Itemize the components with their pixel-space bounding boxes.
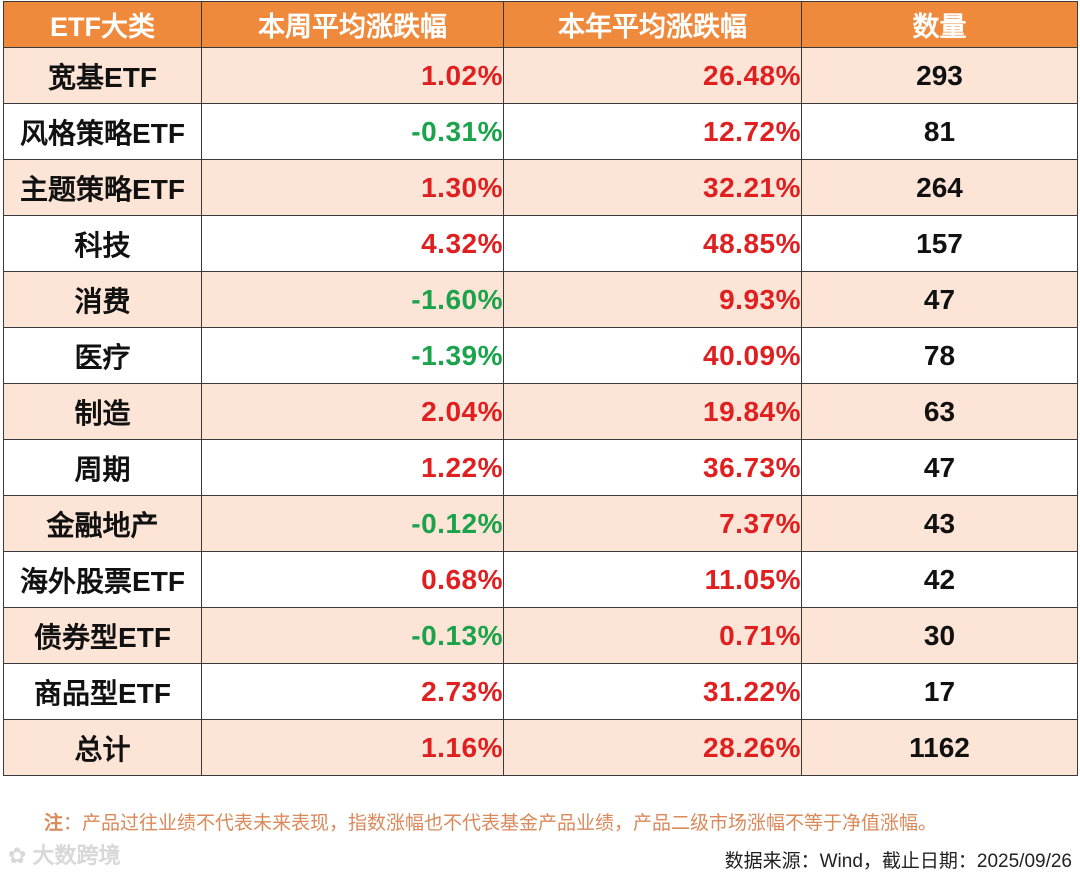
note-label: 注 <box>44 813 64 834</box>
watermark-icon: ✿ <box>8 843 33 868</box>
cell-weekly-change: 1.22% <box>201 439 504 496</box>
watermark-logo: ✿ 大数跨境 <box>8 838 121 870</box>
table-row: 海外股票ETF 0.68% 11.05% 42 <box>3 551 1078 608</box>
cell-ytd-change: 9.93% <box>503 271 802 328</box>
cell-category: 宽基ETF <box>3 47 202 104</box>
table-row: 金融地产 -0.12% 7.37% 43 <box>3 495 1078 552</box>
cell-category: 风格策略ETF <box>3 103 202 160</box>
note-text: ：产品过往业绩不代表未来表现，指数涨幅也不代表基金产品业绩，产品二级市场涨幅不等… <box>63 813 938 834</box>
cell-weekly-change: 2.73% <box>201 663 504 720</box>
cell-count: 78 <box>801 327 1078 384</box>
table-row: 医疗 -1.39% 40.09% 78 <box>3 327 1078 384</box>
header-weekly-change: 本周平均涨跌幅 <box>201 1 504 48</box>
cell-count: 47 <box>801 271 1078 328</box>
cell-count: 81 <box>801 103 1078 160</box>
cell-ytd-change: 48.85% <box>503 215 802 272</box>
table-row: 周期 1.22% 36.73% 47 <box>3 439 1078 496</box>
cell-weekly-change: 1.02% <box>201 47 504 104</box>
cell-weekly-change: 4.32% <box>201 215 504 272</box>
table-body: 宽基ETF 1.02% 26.48% 293 风格策略ETF -0.31% 12.72% 81… <box>3 47 1078 776</box>
cell-category: 金融地产 <box>3 495 202 552</box>
table-row: 宽基ETF 1.02% 26.48% 293 <box>3 47 1078 104</box>
header-category: ETF大类 <box>3 1 202 48</box>
cell-ytd-change: 26.48% <box>503 47 802 104</box>
table-header-row: ETF大类 本周平均涨跌幅 本年平均涨跌幅 数量 <box>3 1 1078 48</box>
cell-ytd-change: 31.22% <box>503 663 802 720</box>
table-row: 商品型ETF 2.73% 31.22% 17 <box>3 663 1078 720</box>
cell-category: 消费 <box>3 271 202 328</box>
table-row: 债券型ETF -0.13% 0.71% 30 <box>3 607 1078 664</box>
cell-weekly-change: -0.12% <box>201 495 504 552</box>
cell-category: 周期 <box>3 439 202 496</box>
cell-count: 293 <box>801 47 1078 104</box>
cell-ytd-change: 7.37% <box>503 495 802 552</box>
table-row: 主题策略ETF 1.30% 32.21% 264 <box>3 159 1078 216</box>
cell-ytd-change: 36.73% <box>503 439 802 496</box>
etf-performance-table: ETF大类 本周平均涨跌幅 本年平均涨跌幅 数量 宽基ETF 1.02% 26.48… <box>3 1 1078 776</box>
cell-count: 47 <box>801 439 1078 496</box>
cell-category: 总计 <box>3 719 202 776</box>
cell-ytd-change: 28.26% <box>503 719 802 776</box>
cell-count: 43 <box>801 495 1078 552</box>
cell-count: 17 <box>801 663 1078 720</box>
cell-count: 157 <box>801 215 1078 272</box>
cell-count: 42 <box>801 551 1078 608</box>
cell-category: 科技 <box>3 215 202 272</box>
data-source: 数据来源：Wind，截止日期：2025/09/26 <box>724 851 1072 872</box>
cell-weekly-change: 1.30% <box>201 159 504 216</box>
cell-ytd-change: 32.21% <box>503 159 802 216</box>
cell-weekly-change: -1.39% <box>201 327 504 384</box>
cell-count: 1162 <box>801 719 1078 776</box>
disclaimer-note: 注：产品过往业绩不代表未来表现，指数涨幅也不代表基金产品业绩，产品二级市场涨幅不… <box>44 808 937 835</box>
watermark-text: 大数跨境 <box>32 843 121 868</box>
header-count: 数量 <box>801 1 1078 48</box>
table-row: 制造 2.04% 19.84% 63 <box>3 383 1078 440</box>
cell-category: 主题策略ETF <box>3 159 202 216</box>
cell-category: 债券型ETF <box>3 607 202 664</box>
cell-count: 30 <box>801 607 1078 664</box>
cell-ytd-change: 12.72% <box>503 103 802 160</box>
cell-count: 63 <box>801 383 1078 440</box>
cell-ytd-change: 19.84% <box>503 383 802 440</box>
cell-category: 制造 <box>3 383 202 440</box>
cell-category: 商品型ETF <box>3 663 202 720</box>
cell-count: 264 <box>801 159 1078 216</box>
table-row: 总计 1.16% 28.26% 1162 <box>3 719 1078 776</box>
table-row: 科技 4.32% 48.85% 157 <box>3 215 1078 272</box>
table-row: 消费 -1.60% 9.93% 47 <box>3 271 1078 328</box>
cell-ytd-change: 0.71% <box>503 607 802 664</box>
cell-category: 海外股票ETF <box>3 551 202 608</box>
cell-ytd-change: 11.05% <box>503 551 802 608</box>
header-ytd-change: 本年平均涨跌幅 <box>503 1 802 48</box>
cell-weekly-change: -1.60% <box>201 271 504 328</box>
cell-weekly-change: 2.04% <box>201 383 504 440</box>
cell-ytd-change: 40.09% <box>503 327 802 384</box>
cell-category: 医疗 <box>3 327 202 384</box>
cell-weekly-change: -0.13% <box>201 607 504 664</box>
cell-weekly-change: 0.68% <box>201 551 504 608</box>
cell-weekly-change: -0.31% <box>201 103 504 160</box>
table-row: 风格策略ETF -0.31% 12.72% 81 <box>3 103 1078 160</box>
cell-weekly-change: 1.16% <box>201 719 504 776</box>
